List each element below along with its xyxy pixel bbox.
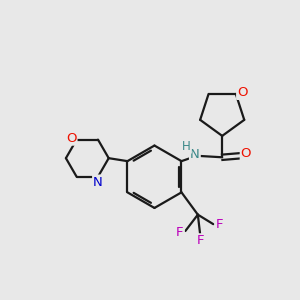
Text: N: N (93, 176, 103, 189)
Text: O: O (241, 147, 251, 160)
Text: O: O (237, 86, 247, 99)
Text: F: F (215, 218, 223, 231)
Text: F: F (176, 226, 184, 239)
Text: O: O (66, 132, 76, 145)
Text: N: N (190, 148, 200, 161)
Text: H: H (182, 140, 191, 153)
Text: F: F (196, 234, 204, 247)
